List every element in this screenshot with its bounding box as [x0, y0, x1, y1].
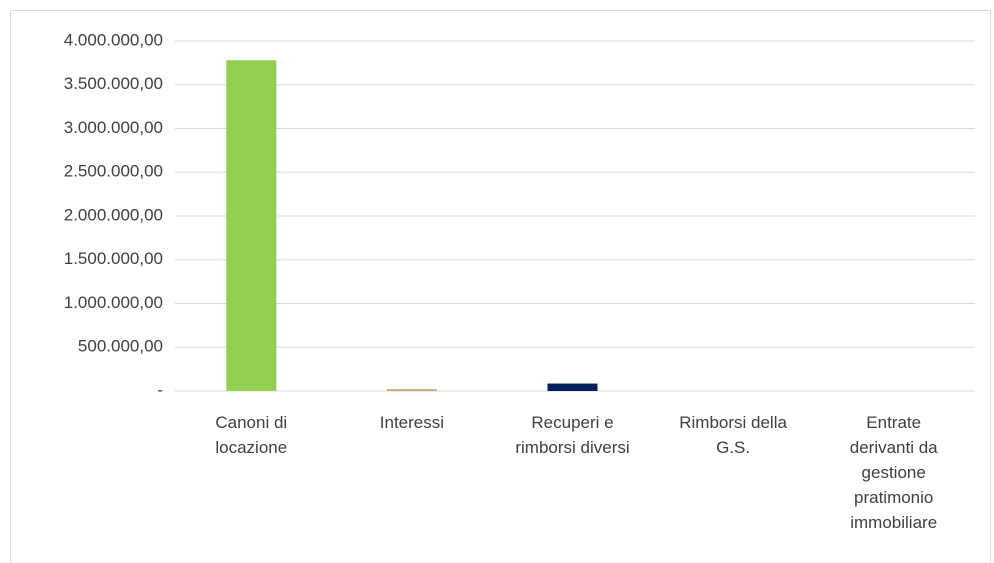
y-tick-label: 500.000,00 [78, 337, 163, 356]
x-tick-label: Interessi [380, 413, 444, 432]
y-tick-label: 3.500.000,00 [64, 74, 163, 93]
x-tick-label: Rimborsi della G.S. [679, 413, 787, 457]
x-tick-label: Entrate derivanti da gestione pratimonio imm… [850, 413, 938, 532]
x-tick-label: Recuperi e rimborsi diversi [515, 413, 629, 457]
bar [547, 383, 598, 391]
y-tick-label: 1.500.000,00 [64, 249, 163, 268]
chart-frame [10, 10, 991, 563]
y-tick-label: 2.000.000,00 [64, 205, 163, 224]
bar [386, 389, 437, 391]
y-tick-label: 1.000.000,00 [64, 293, 163, 312]
bar [226, 60, 277, 391]
y-tick-label: - [157, 380, 163, 399]
x-tick-label: Canoni di locazione [215, 413, 287, 457]
y-tick-label: 2.500.000,00 [64, 162, 163, 181]
y-tick-label: 3.000.000,00 [64, 118, 163, 137]
y-tick-label: 4.000.000,00 [64, 30, 163, 49]
